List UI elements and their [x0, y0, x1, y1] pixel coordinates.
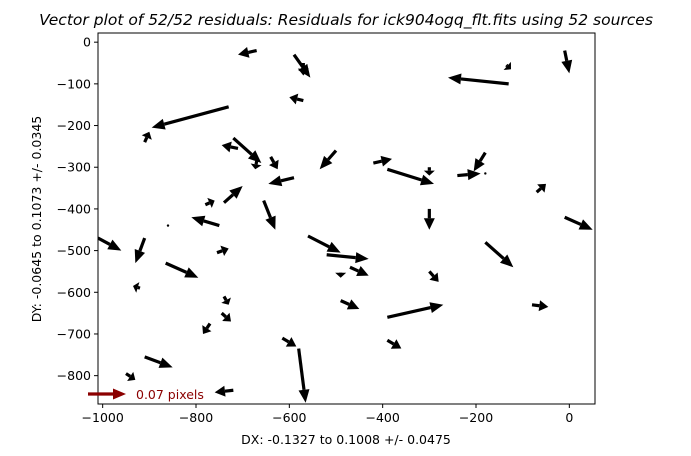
chart-title: Vector plot of 52/52 residuals: Residual… — [39, 11, 653, 30]
residual-vector — [423, 167, 435, 176]
y-tick-label: −700 — [57, 326, 91, 341]
residual-vector — [204, 197, 215, 208]
y-tick-label: 0 — [83, 35, 91, 50]
x-tick-label: −400 — [365, 410, 399, 425]
residual-vector — [561, 50, 573, 74]
residual-vector — [307, 234, 341, 253]
residual-vector — [134, 237, 147, 264]
residual-vector — [319, 149, 338, 170]
residual-vector — [289, 93, 304, 105]
residual-vector — [484, 241, 514, 268]
residual-vector — [326, 252, 369, 264]
residual-vector — [564, 215, 593, 230]
residual-vector — [386, 338, 402, 349]
y-tick-label: −600 — [57, 285, 91, 300]
y-axis-label: DY: -0.0645 to 0.1073 +/- 0.0345 — [29, 116, 44, 322]
y-tick-label: −300 — [57, 160, 91, 175]
residual-vector — [165, 261, 199, 278]
residual-vector — [297, 63, 309, 76]
x-axis-label: DX: -0.1327 to 0.1008 +/- 0.0475 — [241, 432, 451, 447]
residual-vector — [238, 47, 258, 58]
y-tick-label: −400 — [57, 201, 91, 216]
residual-vector — [221, 295, 231, 305]
key-arrow-shape — [88, 388, 126, 400]
y-tick-label: −500 — [57, 243, 91, 258]
residual-vector — [191, 215, 220, 228]
residual-vector — [250, 160, 262, 170]
residual-vector — [335, 272, 347, 278]
residual-vector — [535, 183, 546, 194]
residual-vector — [349, 265, 369, 277]
residual-vector — [216, 245, 229, 256]
residual-vector — [531, 300, 549, 312]
residual-vector — [166, 224, 170, 227]
residual-vector — [202, 322, 212, 334]
residual-vector — [133, 282, 141, 293]
residual-vector — [151, 105, 230, 130]
residual-vector — [428, 270, 439, 282]
residual-vector — [269, 156, 279, 170]
y-tick-label: −100 — [57, 76, 91, 91]
residual-vector — [232, 136, 262, 164]
residual-vector — [125, 371, 136, 381]
x-tick-label: 0 — [565, 410, 573, 425]
residual-vector — [281, 336, 297, 347]
residual-vector — [297, 348, 310, 403]
residual-vector — [386, 167, 434, 186]
y-tick-label: −800 — [57, 368, 91, 383]
plot-frame — [97, 32, 596, 405]
residual-vector — [386, 302, 444, 319]
x-axis: −1000 −800 −600 −400 −200 0 — [82, 404, 573, 425]
residual-vector — [144, 355, 173, 368]
residual-vector — [141, 131, 152, 143]
x-tick-label: −1000 — [82, 410, 124, 425]
residual-vector — [457, 169, 481, 181]
x-tick-label: −600 — [272, 410, 306, 425]
residual-vector — [340, 299, 360, 310]
residual-vector — [484, 172, 487, 175]
residual-vector — [503, 61, 511, 71]
residual-vector — [221, 141, 239, 153]
residual-vector — [473, 151, 487, 172]
key-label: 0.07 pixels — [136, 387, 204, 402]
residual-vector — [268, 175, 295, 187]
y-axis: 0 −100 −200 −300 −400 −500 −600 −700 −800 — [57, 35, 98, 383]
residual-vector — [98, 236, 122, 251]
residual-vector — [220, 311, 231, 322]
residual-vector — [214, 385, 234, 397]
residual-vector — [448, 73, 509, 86]
residual-vector — [262, 199, 276, 230]
key-arrow: 0.07 pixels — [88, 387, 204, 402]
x-tick-label: −800 — [179, 410, 213, 425]
residual-vector — [372, 155, 392, 167]
x-tick-label: −200 — [459, 410, 493, 425]
residual-vector — [423, 208, 435, 230]
residual-vector — [222, 185, 243, 204]
y-tick-label: −200 — [57, 118, 91, 133]
vector-layer — [98, 47, 593, 403]
